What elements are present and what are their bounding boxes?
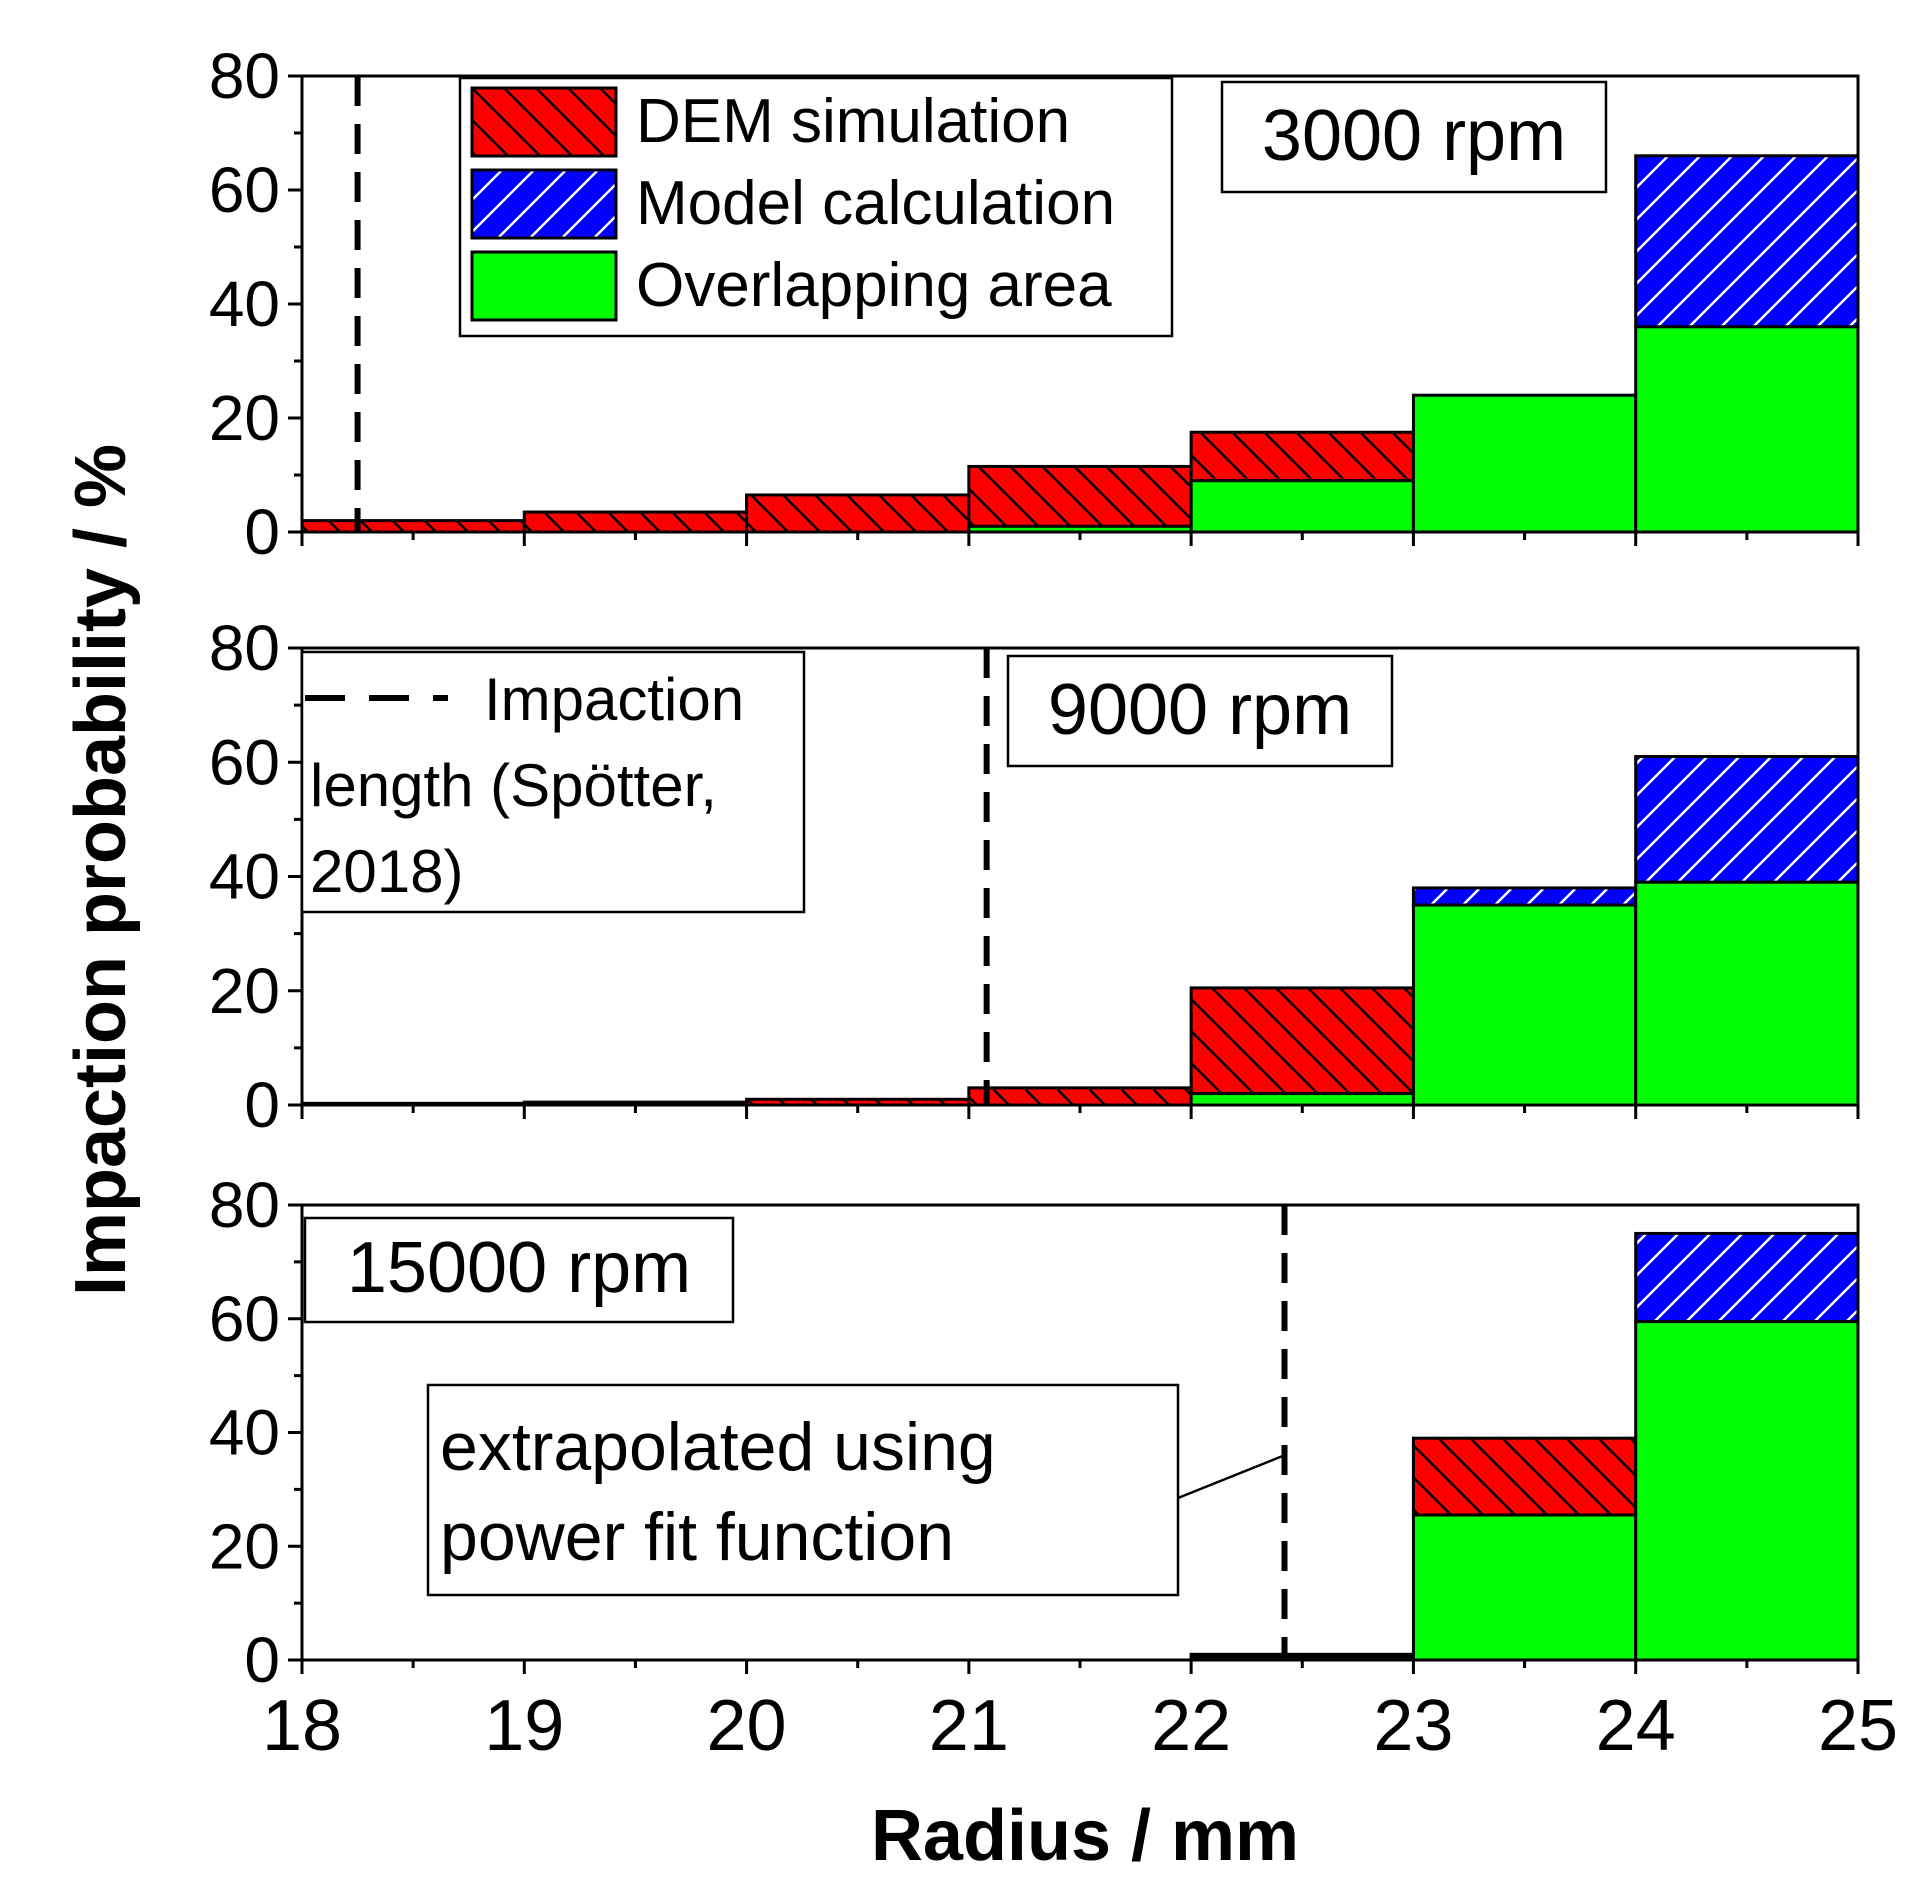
impaction-legend-line: 2018) [310, 838, 463, 905]
legend-label-dem: DEM simulation [636, 87, 1070, 156]
y-tick-label: 0 [244, 496, 280, 568]
bar-bin-24-25 [1634, 755, 1860, 1107]
overlap-bar [1634, 325, 1860, 534]
x-tick-label: 22 [1151, 1686, 1231, 1766]
y-tick-label: 20 [209, 382, 280, 454]
overlap-bar [1189, 479, 1415, 534]
bar-bin-21-22 [967, 1086, 1193, 1107]
rpm-label-box [1220, 80, 1608, 194]
overlap-bar [1634, 1320, 1860, 1662]
y-tick-label: 40 [209, 1397, 280, 1469]
bar-bin-19-20 [522, 510, 749, 534]
legend-entry-model: Model calculation [470, 168, 1115, 240]
x-tick-label: 25 [1818, 1686, 1898, 1766]
model-excess-bar [1634, 154, 1860, 329]
model-excess-bar [1411, 886, 1638, 907]
overlap-bar [1411, 903, 1638, 1107]
y-tick-label: 0 [244, 1624, 280, 1696]
bar-bin-24-25 [1634, 1231, 1860, 1662]
annotation-line: extrapolated using [440, 1409, 996, 1485]
impaction-legend: Impaction length (Spötter, 2018) [300, 650, 806, 914]
legend: DEM simulation Model calculation Overlappi… [458, 76, 1174, 338]
annotation-pointer [1177, 1454, 1285, 1500]
legend-label-overlap: Overlapping area [636, 251, 1112, 320]
dem-excess-bar [967, 1086, 1193, 1107]
bar-bin-22-23 [1189, 430, 1415, 534]
rpm-label-text: 15000 rpm [347, 1228, 691, 1308]
y-axis-label: Impaction probability / % [61, 444, 141, 1296]
bar-bin-23-24 [1411, 1436, 1638, 1662]
y-tick-label: 80 [209, 612, 280, 684]
dem-excess-bar [300, 519, 526, 534]
x-tick-label: 23 [1373, 1686, 1453, 1766]
impaction-legend-line: Impaction [484, 666, 744, 733]
dem-excess-bar [1189, 430, 1415, 483]
y-tick-label: 60 [209, 726, 280, 798]
dem-excess-bar [522, 510, 749, 534]
dem-excess-bar [1189, 986, 1415, 1096]
y-tick-label: 80 [209, 40, 280, 112]
x-tick-label: 24 [1596, 1686, 1676, 1766]
overlap-bar [1189, 1092, 1415, 1107]
rpm-label: 9000 rpm [1006, 654, 1394, 768]
y-tick-label: 40 [209, 841, 280, 913]
x-axis-label: Radius / mm [871, 1796, 1299, 1876]
bar-bin-21-22 [967, 464, 1193, 534]
legend-swatch-dem [470, 86, 618, 158]
bar-bin-22-23 [1189, 986, 1415, 1107]
legend-swatch-model [470, 168, 618, 240]
bar-bin-23-24 [1411, 393, 1638, 534]
impaction-legend-line: length (Spötter, [310, 752, 717, 819]
rpm-label-text: 9000 rpm [1048, 670, 1352, 750]
x-tick-label: 20 [707, 1686, 787, 1766]
y-tick-label: 40 [209, 268, 280, 340]
legend-entry-dem: DEM simulation [470, 86, 1070, 158]
y-tick-label: 60 [209, 154, 280, 226]
dem-excess-bar [967, 464, 1193, 528]
dem-excess-bar [1411, 1436, 1638, 1517]
dem-excess-bar [745, 493, 971, 534]
panel-3: 0 20 40 60 80 18 19 20 21 22 23 24 25 15000 rpm extrap… [209, 1169, 1898, 1766]
annotation-box [426, 1383, 1180, 1597]
overlap-bar [1634, 880, 1860, 1107]
bar-bin-20-21 [745, 493, 971, 534]
annotation: extrapolated using power fit function [426, 1383, 1285, 1597]
model-excess-bar [1634, 1231, 1860, 1324]
model-excess-bar [1634, 755, 1860, 884]
rpm-label-box [1006, 654, 1394, 768]
x-tick-label: 18 [262, 1686, 342, 1766]
bar-bin-23-24 [1411, 886, 1638, 1107]
bar-bin-18-19 [300, 519, 526, 534]
bar-bin-24-25 [1634, 154, 1860, 534]
overlap-bar [1411, 393, 1638, 534]
y-tick-label: 20 [209, 1510, 280, 1582]
y-tick-label: 20 [209, 955, 280, 1027]
y-tick-label: 0 [244, 1069, 280, 1141]
x-tick-label: 21 [929, 1686, 1009, 1766]
legend-entry-overlap: Overlapping area [470, 250, 1112, 322]
legend-swatch-overlap [470, 250, 618, 322]
legend-label-model: Model calculation [636, 169, 1115, 238]
x-tick-label: 19 [484, 1686, 564, 1766]
rpm-label-box [303, 1216, 735, 1324]
rpm-label: 15000 rpm [303, 1216, 735, 1324]
y-tick-label: 60 [209, 1283, 280, 1355]
y-tick-label: 80 [209, 1169, 280, 1241]
rpm-label: 3000 rpm [1220, 80, 1608, 194]
rpm-label-text: 3000 rpm [1262, 96, 1566, 176]
overlap-bar [1411, 1513, 1638, 1662]
annotation-line: power fit function [440, 1499, 954, 1575]
